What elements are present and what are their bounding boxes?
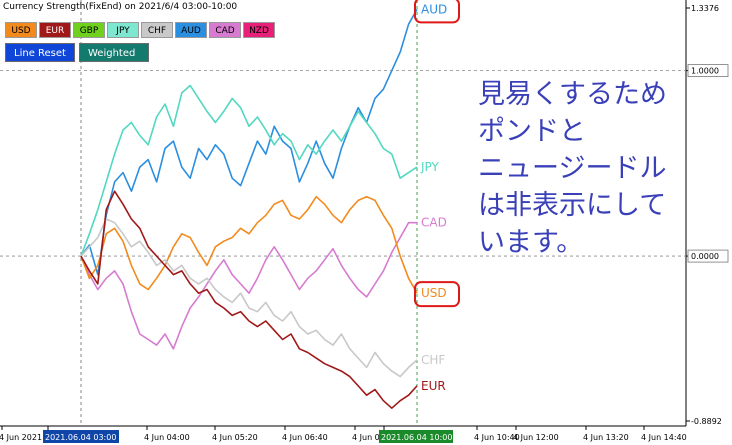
x-tick-highlight xyxy=(379,430,453,443)
note-line: は非表示にして xyxy=(478,190,667,221)
y-tick-label: 1.3376 xyxy=(691,4,719,13)
series-label-chf: CHF xyxy=(421,353,445,367)
series-label-jpy: JPY xyxy=(420,160,440,174)
series-line-eur xyxy=(80,190,418,410)
currency-toggle-gbp[interactable]: GBP xyxy=(73,22,105,38)
x-tick-label: 4 Jun 06:40 xyxy=(282,433,328,442)
series-line-cad xyxy=(80,221,417,350)
currency-toggle-eur[interactable]: EUR xyxy=(39,22,71,38)
series-line-usd xyxy=(80,195,418,294)
annotation-note: 見易くするため ポンドと ニュージードル は非表示にして います。 xyxy=(478,76,708,261)
series-label-usd: USD xyxy=(421,286,447,300)
y-tick-label: 1.0000 xyxy=(691,67,719,76)
note-line: います。 xyxy=(478,227,584,258)
series-line-chf xyxy=(80,218,418,378)
note-line: ポンドと xyxy=(478,116,586,147)
y-tick-label-box xyxy=(687,64,729,78)
x-tick-label: 4 Jun 13:20 xyxy=(583,433,629,442)
x-tick-label: 4 Jun 14:40 xyxy=(641,433,687,442)
line-reset-button[interactable]: Line Reset xyxy=(5,43,75,62)
series-line-aud xyxy=(80,9,418,276)
currency-toggle-usd[interactable]: USD xyxy=(5,22,37,38)
y-tick-label: 0.0000 xyxy=(691,252,719,261)
series-label-eur: EUR xyxy=(421,379,446,393)
series-line-jpy xyxy=(80,84,418,257)
highlight-box-aud xyxy=(414,0,460,24)
y-tick-label-box xyxy=(687,249,729,263)
series-label-aud: AUD xyxy=(421,2,447,16)
note-line: ニュージードル xyxy=(478,153,667,184)
weighted-button[interactable]: Weighted xyxy=(79,43,149,62)
y-tick-label: -0.8892 xyxy=(691,417,722,426)
currency-toggle-aud[interactable]: AUD xyxy=(175,22,207,38)
x-tick-label: 4 Jun 08:00 xyxy=(352,433,398,442)
currency-toggle-nzd[interactable]: NZD xyxy=(243,22,275,38)
x-tick-label: 4 Jun 2021 xyxy=(0,433,42,442)
currency-toggle-cad[interactable]: CAD xyxy=(209,22,241,38)
currency-toggle-chf[interactable]: CHF xyxy=(141,22,173,38)
series-label-cad: CAD xyxy=(421,216,447,230)
indicator-title: Currency Strength(FixEnd) on 2021/6/4 03… xyxy=(3,2,238,12)
currency-toggle-jpy[interactable]: JPY xyxy=(107,22,139,38)
highlight-box-usd xyxy=(414,281,460,308)
x-tick-label: 4 Jun 05:20 xyxy=(212,433,258,442)
x-tick-label: 2021.06.04 10:00 xyxy=(381,433,452,442)
x-tick-label: 4 Jun 04:00 xyxy=(144,433,190,442)
x-tick-label: 4 Jun 10:40 xyxy=(474,433,520,442)
x-tick-highlight xyxy=(43,430,119,443)
x-tick-label: 4 Jun 12:00 xyxy=(513,433,559,442)
x-tick-label: 2021.06.04 03:00 xyxy=(45,433,116,442)
note-line: 見易くするため xyxy=(478,79,667,110)
